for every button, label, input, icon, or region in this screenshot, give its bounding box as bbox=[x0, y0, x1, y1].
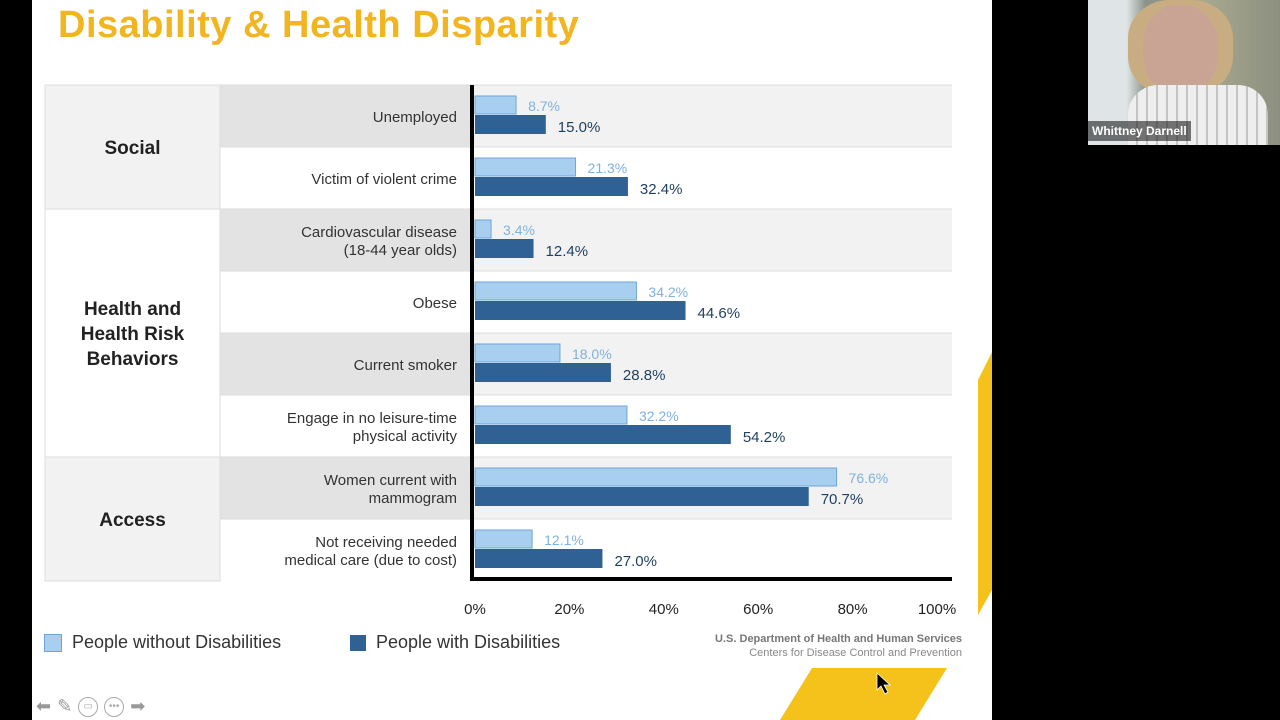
category-label: Unemployed bbox=[373, 109, 457, 126]
bar-with-disabilities bbox=[475, 549, 603, 568]
group-cell bbox=[44, 208, 221, 458]
group-cell bbox=[44, 456, 221, 582]
bar-without-disabilities bbox=[474, 529, 533, 549]
category-label: Not receiving needed bbox=[315, 534, 457, 551]
slides-icon[interactable]: ▭ bbox=[78, 696, 99, 717]
arrow-right-icon[interactable]: ➡ bbox=[130, 696, 146, 716]
more-icon[interactable]: ••• bbox=[104, 696, 125, 717]
participant-video[interactable]: Whittney Darnell bbox=[1088, 0, 1280, 145]
legend-item-with: People with Disabilities bbox=[350, 632, 560, 653]
category-label: Obese bbox=[413, 295, 457, 312]
x-tick-label: 80% bbox=[838, 601, 868, 618]
bar-without-disabilities bbox=[474, 157, 577, 177]
legend-label: People without Disabilities bbox=[72, 632, 282, 652]
group-cell bbox=[44, 84, 221, 210]
decorative-shapes bbox=[780, 352, 992, 720]
yellow-parallelogram bbox=[780, 668, 947, 720]
legend-item-without: People without Disabilities bbox=[44, 632, 281, 653]
category-label: Women current with bbox=[324, 472, 457, 489]
arrow-left-icon[interactable]: ⬅ bbox=[36, 696, 52, 716]
source-line-2: Centers for Disease Control and Preventi… bbox=[749, 647, 962, 659]
row-label-cell bbox=[220, 147, 472, 209]
data-label-with: 15.0% bbox=[558, 119, 601, 136]
row-label-cell bbox=[220, 209, 472, 271]
bar-with-disabilities bbox=[475, 239, 534, 258]
bar-with-disabilities bbox=[475, 177, 628, 196]
row-background bbox=[472, 209, 952, 271]
group-label: Behaviors bbox=[87, 349, 179, 370]
category-label: Engage in no leisure-time bbox=[287, 410, 457, 427]
category-label: medical care (due to cost) bbox=[284, 552, 457, 569]
category-label: mammogram bbox=[369, 490, 457, 507]
data-label-without: 12.1% bbox=[544, 532, 584, 548]
bar-with-disabilities bbox=[475, 425, 731, 444]
presentation-slide: Disability & Health Disparity Social Heal… bbox=[32, 0, 992, 720]
mouse-cursor-icon bbox=[876, 672, 892, 695]
bar-without-disabilities bbox=[474, 405, 628, 425]
bar-without-disabilities bbox=[474, 343, 561, 363]
video-face bbox=[1143, 5, 1218, 95]
slide-nav: ⬅ ✎ ▭ ••• ➡ bbox=[36, 696, 145, 717]
source-credit: U.S. Department of Health and Human Serv… bbox=[715, 632, 962, 660]
pencil-icon[interactable]: ✎ bbox=[57, 696, 73, 716]
row-label-cell bbox=[220, 519, 472, 581]
bar-without-disabilities bbox=[474, 219, 492, 239]
data-label-with: 27.0% bbox=[614, 553, 657, 570]
legend-label: People with Disabilities bbox=[376, 632, 561, 652]
data-label-with: 54.2% bbox=[743, 429, 786, 446]
data-label-with: 28.8% bbox=[623, 367, 666, 384]
data-label-without: 18.0% bbox=[572, 346, 612, 362]
participant-name: Whittney Darnell bbox=[1088, 121, 1191, 141]
yellow-stripe bbox=[978, 352, 992, 615]
bar-without-disabilities bbox=[474, 95, 517, 115]
group-label: Access bbox=[99, 510, 166, 531]
bar-with-disabilities bbox=[475, 115, 546, 134]
data-label-without: 8.7% bbox=[528, 98, 560, 114]
bar-without-disabilities bbox=[474, 281, 637, 301]
bar-chart: Social Health and Health Risk Behaviors Acce… bbox=[44, 84, 956, 618]
category-label: physical activity bbox=[353, 428, 458, 445]
x-tick-label: 40% bbox=[649, 601, 679, 618]
x-tick-label: 0% bbox=[464, 601, 486, 618]
row-background bbox=[472, 85, 952, 147]
x-tick-label: 100% bbox=[918, 601, 956, 618]
bar-with-disabilities bbox=[475, 301, 686, 320]
legend-swatch-light bbox=[44, 633, 62, 652]
x-tick-label: 60% bbox=[743, 601, 773, 618]
data-label-with: 12.4% bbox=[546, 243, 589, 260]
group-label: Health and bbox=[84, 299, 181, 320]
data-label-without: 21.3% bbox=[588, 160, 628, 176]
bar-with-disabilities bbox=[475, 487, 809, 506]
category-label: Current smoker bbox=[354, 357, 457, 374]
row-label-cell bbox=[220, 271, 472, 333]
row-label-cell bbox=[220, 333, 472, 395]
row-label-cell bbox=[220, 457, 472, 519]
group-label: Health Risk bbox=[81, 324, 185, 345]
bar-without-disabilities bbox=[474, 467, 838, 487]
data-label-with: 44.6% bbox=[698, 305, 741, 322]
data-label-without: 32.2% bbox=[639, 408, 679, 424]
row-label-cell bbox=[220, 85, 472, 147]
data-label-without: 3.4% bbox=[503, 222, 535, 238]
data-label-without: 34.2% bbox=[648, 284, 688, 300]
bar-with-disabilities bbox=[475, 363, 611, 382]
row-label-cell bbox=[220, 395, 472, 457]
group-label: Social bbox=[105, 138, 161, 159]
category-label: (18-44 year olds) bbox=[344, 242, 457, 259]
data-label-without: 76.6% bbox=[849, 470, 889, 486]
category-label: Cardiovascular disease bbox=[301, 224, 457, 241]
slide-title: Disability & Health Disparity bbox=[58, 4, 580, 46]
data-label-with: 32.4% bbox=[640, 181, 683, 198]
legend-swatch-dark bbox=[350, 634, 366, 651]
source-line-1: U.S. Department of Health and Human Serv… bbox=[715, 633, 962, 645]
x-tick-label: 20% bbox=[554, 601, 584, 618]
category-label: Victim of violent crime bbox=[311, 171, 457, 188]
data-label-with: 70.7% bbox=[821, 491, 864, 508]
